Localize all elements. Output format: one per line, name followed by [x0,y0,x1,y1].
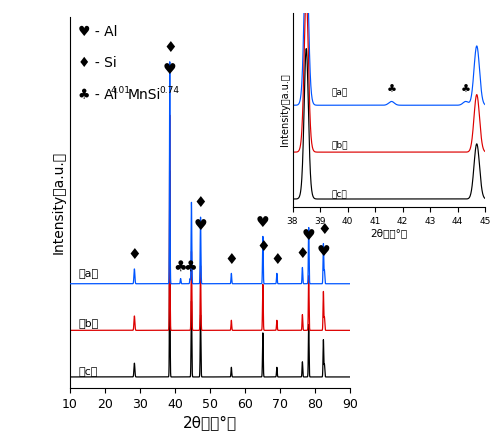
Text: ♥: ♥ [256,215,270,230]
Text: （a）: （a） [79,269,99,279]
Text: ♦: ♦ [296,246,309,261]
Text: （c）: （c） [331,191,347,199]
Text: ♦: ♦ [270,252,283,267]
Text: ♦: ♦ [318,222,332,237]
Text: 4.01: 4.01 [110,86,130,95]
Text: ♣: ♣ [174,259,188,274]
X-axis label: 2θ／（°）: 2θ／（°） [183,415,237,430]
Text: ♣ - Al: ♣ - Al [78,88,118,102]
Text: 0.74: 0.74 [160,86,180,95]
Text: ♣: ♣ [461,85,471,95]
Text: （c）: （c） [79,367,98,377]
Text: ♦: ♦ [163,40,176,55]
Text: ♦ - Si: ♦ - Si [78,56,117,70]
Text: （b）: （b） [79,318,99,328]
Text: ♣: ♣ [386,85,396,95]
Text: MnSi: MnSi [128,88,161,102]
Text: ♥: ♥ [163,62,176,77]
Text: （b）: （b） [331,140,347,149]
Text: （a）: （a） [331,89,347,98]
Text: ♦: ♦ [194,195,207,211]
X-axis label: 2θ／（°）: 2θ／（°） [370,228,408,238]
Text: ♦: ♦ [224,252,238,267]
Text: ♣: ♣ [183,259,197,274]
Text: ♥: ♥ [194,218,207,233]
Y-axis label: Intensity（a.u.）: Intensity（a.u.） [280,74,289,146]
Text: ♥: ♥ [316,244,330,259]
Text: ♥ - Al: ♥ - Al [78,25,118,39]
Text: ♦: ♦ [128,247,141,262]
Text: ♥: ♥ [302,228,316,243]
Y-axis label: Intensity（a.u.）: Intensity（a.u.） [52,151,66,254]
Text: ♦: ♦ [256,239,270,254]
